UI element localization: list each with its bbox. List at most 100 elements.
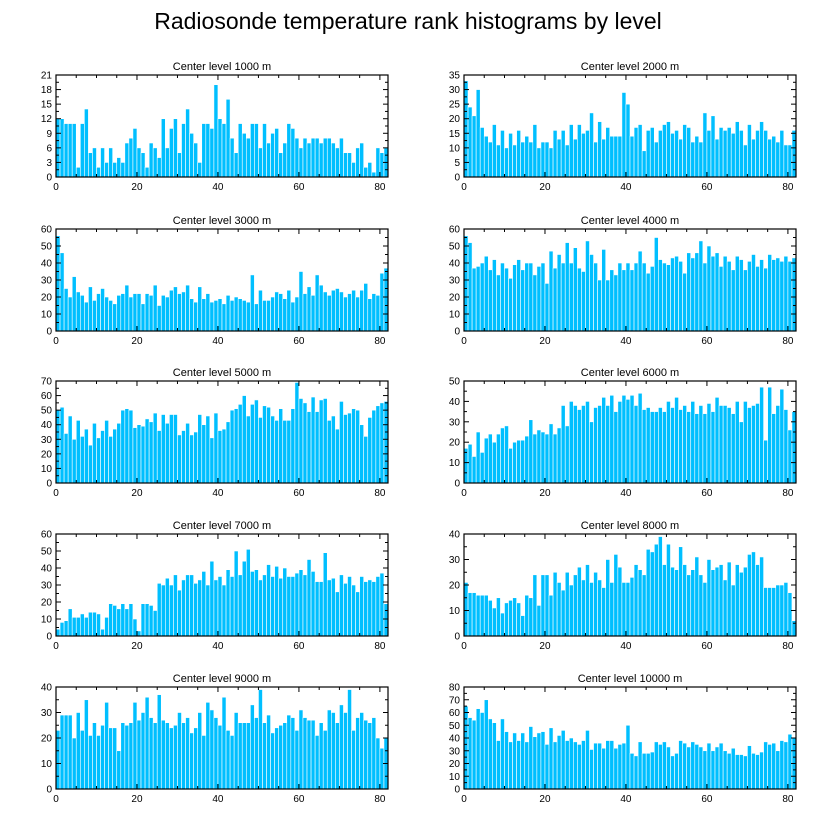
bar: [641, 409, 647, 484]
bar: [75, 291, 81, 332]
bar: [363, 283, 369, 332]
bar: [573, 741, 578, 790]
x-tick-label: 80: [782, 182, 794, 193]
bar: [625, 399, 631, 484]
bar: [585, 730, 590, 790]
bar: [730, 584, 736, 637]
bar: [193, 431, 199, 484]
bar: [88, 611, 93, 637]
bar: [759, 121, 764, 178]
chart-panel-3000m: Center level 3000 m 0 20 40 60 80 0 10 20 30 40 50 6…: [41, 215, 389, 347]
bar: [520, 439, 526, 484]
bar: [767, 386, 773, 484]
bar: [144, 696, 150, 790]
chart-panel-6000m: Center level 6000 m 0 20 40 60 80 0 10 20 30 40 50: [449, 367, 797, 499]
y-tick-label: 40: [41, 683, 53, 694]
bar: [581, 405, 586, 484]
y-tick-label: 40: [449, 397, 461, 408]
bars: [55, 84, 389, 178]
bar: [286, 289, 292, 332]
bar: [597, 579, 602, 637]
x-tick-label: 80: [374, 641, 386, 652]
bar: [734, 564, 740, 637]
bar: [363, 581, 369, 637]
bar: [160, 584, 166, 637]
bar: [706, 130, 712, 178]
bar: [266, 714, 271, 790]
bar: [298, 398, 304, 484]
bar: [771, 742, 777, 790]
bar: [573, 247, 578, 332]
bar: [132, 128, 138, 178]
bar: [609, 740, 615, 790]
bar: [379, 152, 385, 178]
bar: [471, 115, 477, 178]
bars: [55, 689, 389, 790]
panel-title: Center level 5000 m: [173, 367, 271, 379]
x-tick-label: 0: [461, 794, 467, 805]
bar: [193, 583, 199, 637]
bar: [641, 150, 647, 178]
bar: [516, 740, 521, 790]
bar: [649, 551, 655, 637]
bar: [152, 412, 158, 484]
bar: [100, 724, 105, 790]
bar: [524, 262, 530, 332]
bar: [573, 138, 578, 178]
bar: [662, 564, 667, 637]
bar: [120, 162, 126, 178]
bar: [597, 742, 602, 790]
bar: [686, 574, 692, 637]
x-tick-label: 20: [539, 182, 551, 193]
bar: [568, 262, 574, 332]
bar: [75, 166, 81, 178]
bar: [710, 411, 716, 484]
bar: [116, 157, 122, 178]
bar: [496, 433, 501, 484]
bar: [520, 732, 526, 790]
bar: [617, 401, 623, 484]
bar: [775, 584, 781, 637]
bar: [213, 84, 219, 178]
bar: [209, 301, 215, 332]
bar: [335, 722, 340, 790]
bar: [581, 579, 586, 637]
bar: [383, 603, 389, 637]
bar: [528, 726, 534, 790]
bar: [197, 712, 203, 790]
bar: [96, 735, 101, 790]
y-tick-label: 10: [41, 464, 53, 475]
bar: [104, 701, 109, 790]
bar: [706, 742, 712, 790]
bar: [779, 740, 785, 790]
x-tick-label: 60: [293, 182, 305, 193]
bar: [702, 413, 708, 484]
bar: [532, 274, 538, 332]
bar: [217, 576, 223, 637]
bar: [314, 581, 320, 637]
bar: [751, 405, 756, 484]
bar: [743, 755, 748, 790]
bar: [63, 620, 69, 637]
bar: [355, 591, 360, 637]
bar: [286, 420, 292, 484]
x-tick-label: 60: [293, 488, 305, 499]
bar: [193, 142, 199, 178]
x-tick-label: 80: [374, 182, 386, 193]
bar: [290, 408, 296, 484]
bar: [339, 574, 344, 637]
bar: [779, 260, 785, 332]
bar: [739, 421, 744, 484]
y-tick-label: 0: [46, 632, 52, 643]
bar: [286, 123, 292, 178]
bar: [128, 603, 134, 637]
bar: [351, 730, 356, 790]
bar: [629, 753, 635, 790]
bar: [548, 727, 554, 790]
bar: [165, 722, 170, 790]
y-tick-label: 21: [41, 71, 53, 82]
bar: [160, 719, 166, 790]
bar: [84, 428, 89, 484]
bar: [662, 411, 667, 484]
bar: [306, 559, 312, 637]
